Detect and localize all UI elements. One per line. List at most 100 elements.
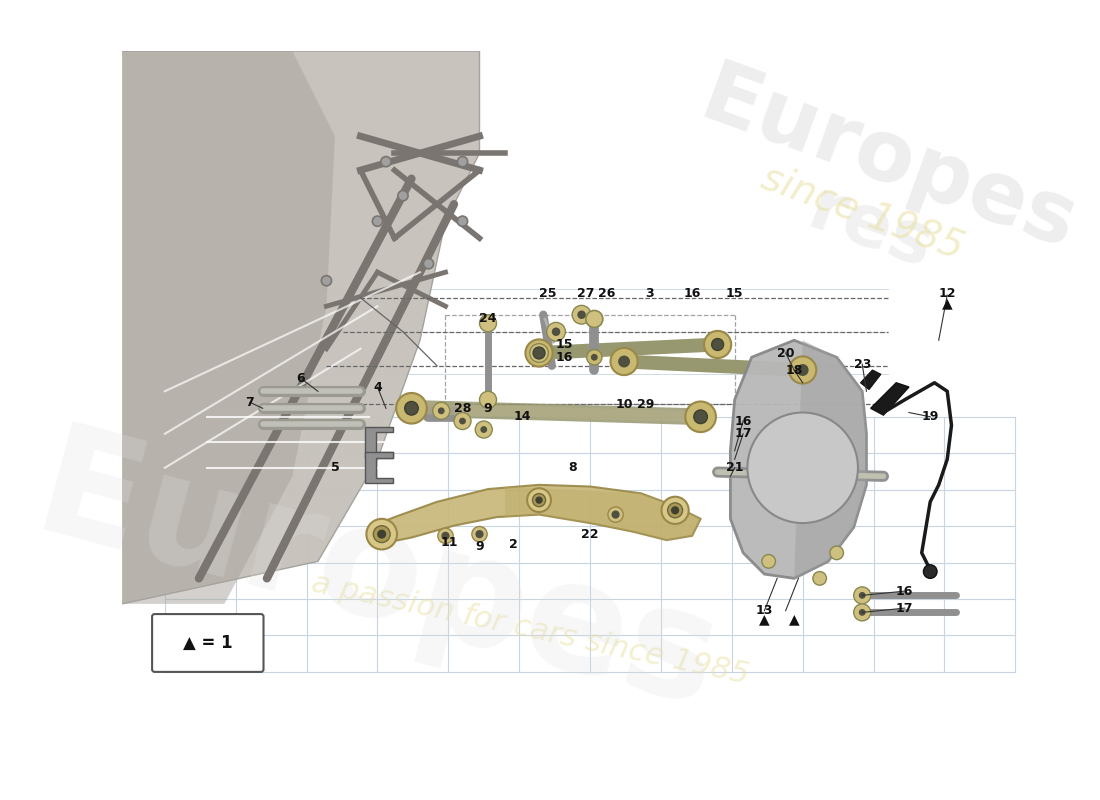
Circle shape <box>668 503 683 518</box>
Polygon shape <box>730 340 867 578</box>
Circle shape <box>535 349 543 358</box>
Text: 18: 18 <box>785 363 803 377</box>
Text: 20: 20 <box>777 346 794 359</box>
Circle shape <box>480 391 496 408</box>
Circle shape <box>764 430 840 506</box>
Text: Europes: Europes <box>689 55 1087 268</box>
Circle shape <box>442 533 449 539</box>
Circle shape <box>475 421 493 438</box>
Circle shape <box>578 310 586 319</box>
Circle shape <box>792 458 813 478</box>
Circle shape <box>818 425 829 437</box>
Text: 5: 5 <box>331 462 339 474</box>
Text: 15: 15 <box>726 287 744 300</box>
Text: 26: 26 <box>598 287 616 300</box>
Text: since 1985: since 1985 <box>756 158 968 267</box>
Circle shape <box>776 498 788 510</box>
Text: ▲ = 1: ▲ = 1 <box>183 634 232 652</box>
Circle shape <box>459 418 466 425</box>
Circle shape <box>747 413 858 523</box>
Circle shape <box>618 355 630 367</box>
Circle shape <box>762 554 776 568</box>
Polygon shape <box>106 51 480 604</box>
Circle shape <box>480 314 496 332</box>
Circle shape <box>685 402 716 432</box>
Circle shape <box>572 306 591 324</box>
Circle shape <box>481 426 487 433</box>
Text: 13: 13 <box>756 604 773 617</box>
Text: 16: 16 <box>896 585 913 598</box>
Text: 14: 14 <box>514 410 531 423</box>
Polygon shape <box>368 485 701 544</box>
Circle shape <box>532 494 546 506</box>
Polygon shape <box>794 340 867 578</box>
Polygon shape <box>860 370 881 390</box>
Text: 8: 8 <box>569 462 578 474</box>
Circle shape <box>536 497 542 503</box>
Circle shape <box>776 425 788 437</box>
Circle shape <box>789 357 816 384</box>
Circle shape <box>534 347 544 359</box>
Circle shape <box>472 526 487 542</box>
Text: 24: 24 <box>480 313 497 326</box>
Text: 25: 25 <box>539 287 557 300</box>
Circle shape <box>438 528 453 543</box>
Text: 17: 17 <box>896 602 913 614</box>
Circle shape <box>454 413 471 430</box>
Text: 4: 4 <box>373 381 382 394</box>
Text: ▲: ▲ <box>759 612 770 626</box>
Text: 16: 16 <box>556 350 573 364</box>
Circle shape <box>779 444 826 492</box>
Circle shape <box>829 546 844 560</box>
Circle shape <box>859 609 866 616</box>
Text: 10: 10 <box>615 398 632 410</box>
Circle shape <box>373 526 390 542</box>
Text: 16: 16 <box>735 414 751 427</box>
Circle shape <box>610 348 638 375</box>
Text: 27: 27 <box>578 287 595 300</box>
Circle shape <box>859 592 866 598</box>
Text: ▲: ▲ <box>789 612 800 626</box>
Text: a passion for cars since 1985: a passion for cars since 1985 <box>309 569 752 690</box>
Polygon shape <box>365 427 393 458</box>
Circle shape <box>547 322 565 341</box>
Polygon shape <box>871 382 909 415</box>
Circle shape <box>458 216 468 226</box>
Polygon shape <box>122 51 334 604</box>
Circle shape <box>552 327 560 336</box>
Text: 19: 19 <box>922 410 939 423</box>
Circle shape <box>608 507 624 522</box>
Circle shape <box>923 565 937 578</box>
Text: Europes: Europes <box>21 416 734 741</box>
Text: 29: 29 <box>637 398 654 410</box>
Circle shape <box>381 157 392 166</box>
Circle shape <box>839 462 851 474</box>
Circle shape <box>527 488 551 512</box>
Text: 15: 15 <box>556 338 573 351</box>
Circle shape <box>526 339 552 366</box>
Circle shape <box>476 530 483 538</box>
Text: res: res <box>799 175 943 284</box>
Circle shape <box>458 157 468 166</box>
Polygon shape <box>365 453 393 483</box>
Circle shape <box>818 498 829 510</box>
Circle shape <box>755 462 766 474</box>
Circle shape <box>438 407 444 414</box>
Circle shape <box>712 338 724 350</box>
FancyBboxPatch shape <box>152 614 264 672</box>
Circle shape <box>613 511 619 518</box>
Circle shape <box>854 587 871 604</box>
Circle shape <box>530 344 549 362</box>
Circle shape <box>396 393 427 423</box>
Circle shape <box>586 310 603 327</box>
Text: 11: 11 <box>441 536 459 549</box>
Text: ▲: ▲ <box>942 297 953 310</box>
Circle shape <box>661 497 689 524</box>
Text: 3: 3 <box>646 287 653 300</box>
Polygon shape <box>505 486 701 540</box>
Text: 9: 9 <box>475 539 484 553</box>
Circle shape <box>398 190 408 201</box>
Polygon shape <box>790 450 854 485</box>
Circle shape <box>424 258 433 269</box>
Text: 6: 6 <box>297 372 305 385</box>
